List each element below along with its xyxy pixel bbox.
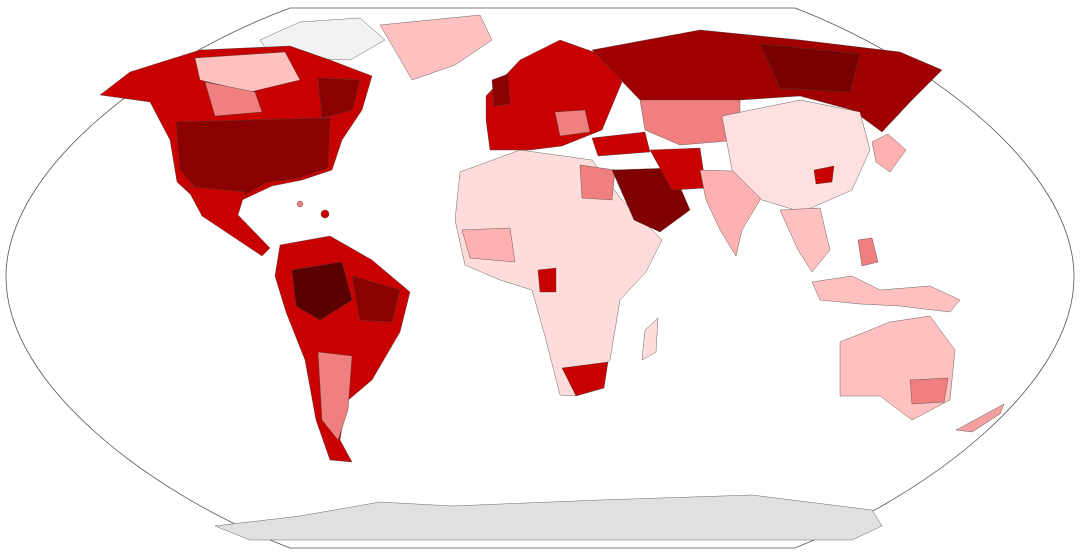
balkans xyxy=(554,109,591,137)
egypt xyxy=(579,164,616,201)
victoria xyxy=(909,377,949,405)
quebec xyxy=(317,77,361,119)
brazil-east xyxy=(351,275,401,323)
central-asia xyxy=(639,99,741,146)
indonesia xyxy=(811,275,961,313)
southeast-asia xyxy=(779,207,831,273)
caribbean xyxy=(320,209,330,219)
greenland xyxy=(379,14,493,81)
argentina xyxy=(317,351,353,441)
gabon xyxy=(537,267,557,293)
china xyxy=(721,99,871,213)
south-africa xyxy=(561,361,609,397)
korea-japan xyxy=(871,133,907,173)
philippines xyxy=(857,237,879,267)
siberia xyxy=(759,43,861,93)
usa xyxy=(175,117,331,199)
china-province xyxy=(813,165,835,185)
antarctica xyxy=(214,494,883,541)
brazil-north xyxy=(291,261,353,321)
caribbean xyxy=(296,200,304,208)
central-canada xyxy=(204,81,263,117)
turkey xyxy=(591,131,651,157)
north-canada xyxy=(194,51,301,93)
new-zealand xyxy=(955,403,1005,433)
madagascar xyxy=(641,317,659,361)
uk xyxy=(491,73,511,107)
mexico xyxy=(185,185,271,257)
west-africa xyxy=(461,227,516,263)
